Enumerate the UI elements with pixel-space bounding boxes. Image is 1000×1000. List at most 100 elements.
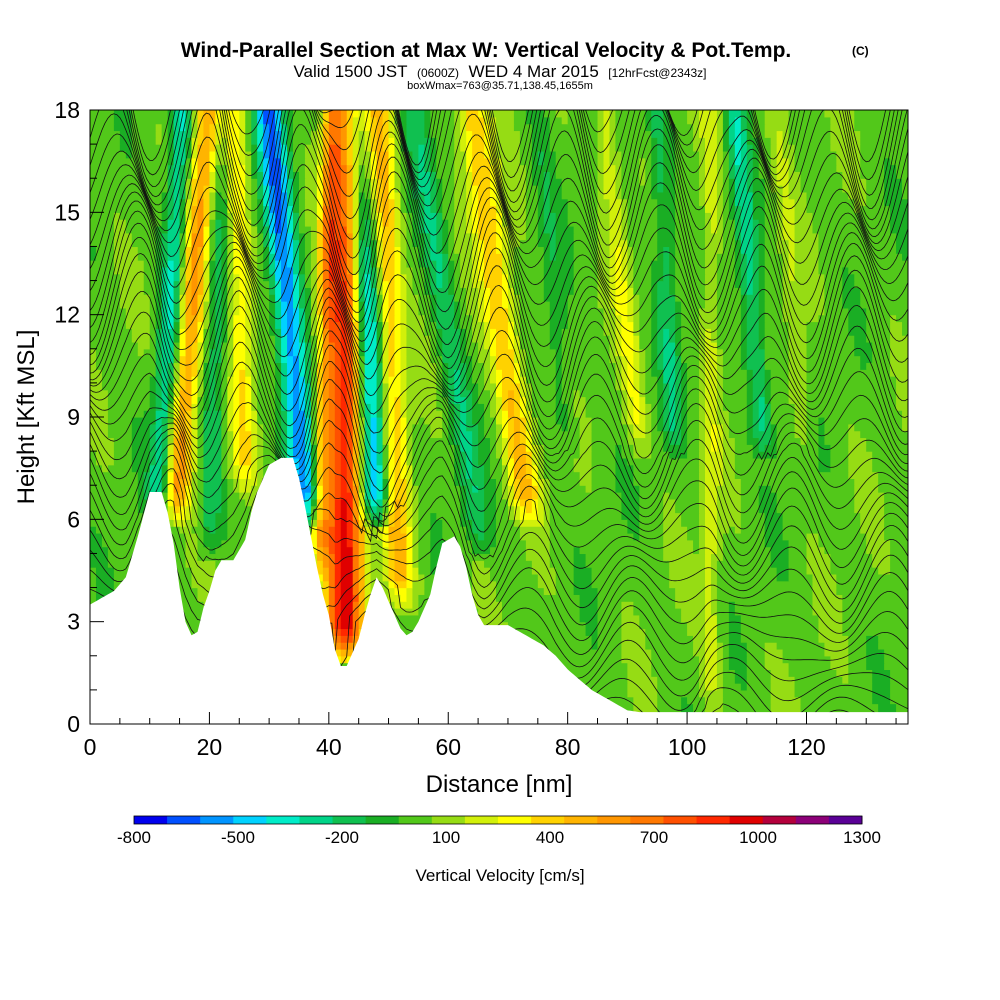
heat-cell (436, 212, 443, 220)
heat-cell (788, 382, 808, 391)
heat-cell (382, 498, 390, 507)
heat-cell (442, 328, 461, 336)
heat-cell (896, 389, 908, 398)
heat-cell (227, 307, 234, 316)
heat-cell (316, 573, 324, 582)
heat-cell (149, 314, 157, 323)
heat-cell (293, 185, 300, 193)
heat-cell (794, 430, 808, 439)
heat-cell (257, 457, 264, 466)
heat-cell (352, 178, 360, 186)
heat-cell (275, 417, 282, 425)
heat-cell (424, 580, 437, 589)
heat-cell (263, 253, 270, 261)
heat-cell (370, 553, 384, 561)
heat-cell (215, 164, 228, 172)
heat-cell (716, 498, 742, 507)
heat-cell (346, 341, 354, 350)
heat-cell (382, 451, 390, 459)
heat-cell (322, 553, 330, 561)
heat-cell (167, 232, 181, 241)
heat-cell (513, 294, 521, 302)
heat-cell (155, 430, 163, 439)
heat-cell (704, 396, 718, 404)
heat-cell (209, 260, 216, 268)
heat-cell (543, 457, 575, 466)
heat-cell (197, 539, 205, 548)
heat-cell (209, 389, 216, 398)
heat-cell (376, 307, 384, 316)
heat-cell (842, 301, 861, 309)
heat-cell (221, 505, 228, 514)
heat-cell (513, 348, 521, 357)
heat-cell (137, 498, 151, 507)
heat-cell (466, 341, 479, 350)
heat-cell (663, 539, 694, 548)
heat-cell (173, 485, 181, 493)
heat-cell (484, 382, 497, 391)
heat-cell (704, 553, 712, 561)
heat-cell (734, 225, 742, 234)
heat-cell (782, 648, 826, 657)
heat-cell (251, 423, 258, 432)
heat-cell (322, 403, 330, 411)
heat-cell (454, 287, 467, 295)
heat-cell (818, 614, 843, 623)
heat-cell (525, 369, 557, 377)
heat-cell (519, 376, 527, 384)
heat-cell (197, 410, 205, 418)
heat-cell (627, 683, 658, 691)
heat-cell (191, 273, 199, 282)
heat-cell (728, 614, 742, 623)
heat-cell (496, 376, 503, 384)
heat-cell (621, 273, 628, 282)
heat-cell (704, 621, 718, 630)
heat-cell (525, 232, 539, 241)
heat-cell (472, 328, 485, 336)
heat-cell (281, 280, 294, 288)
heat-cell (328, 314, 336, 323)
heat-cell (340, 451, 348, 459)
heat-cell (388, 382, 402, 391)
heat-cell (513, 430, 521, 439)
heat-cell (400, 430, 408, 439)
heat-cell (358, 567, 366, 575)
heat-cell (406, 376, 437, 384)
heat-cell (818, 437, 826, 445)
heat-cell (746, 348, 766, 357)
heat-cell (179, 280, 187, 288)
heat-cell (669, 560, 706, 568)
heat-cell (406, 280, 414, 288)
heat-cell (478, 232, 497, 241)
heat-cell (484, 512, 497, 520)
heat-cell (161, 382, 169, 391)
heat-cell (687, 362, 700, 370)
heat-cell (364, 382, 378, 391)
heat-cell (418, 567, 431, 575)
heat-cell (513, 260, 545, 268)
heat-cell (848, 451, 873, 459)
heat-cell (490, 451, 497, 459)
heat-cell (155, 362, 163, 370)
heat-cell (591, 464, 617, 473)
heat-cell (275, 321, 282, 329)
heat-cell (293, 266, 300, 275)
heat-cell (304, 335, 312, 343)
heat-cell (90, 532, 103, 541)
heat-cell (161, 321, 169, 329)
heat-cell (788, 260, 796, 268)
heat-cell (704, 642, 718, 650)
heat-cell (203, 457, 222, 466)
heat-cell (704, 198, 718, 207)
heat-cell (681, 410, 688, 418)
heat-cell (442, 280, 449, 288)
heat-cell (227, 335, 234, 343)
heat-cell (400, 225, 408, 234)
heat-cell (430, 273, 437, 282)
heat-cell (358, 614, 366, 623)
heat-cell (466, 178, 473, 186)
heat-cell (281, 178, 288, 186)
heat-cell (382, 253, 396, 261)
heat-cell (507, 287, 515, 295)
heat-cell (627, 417, 634, 425)
